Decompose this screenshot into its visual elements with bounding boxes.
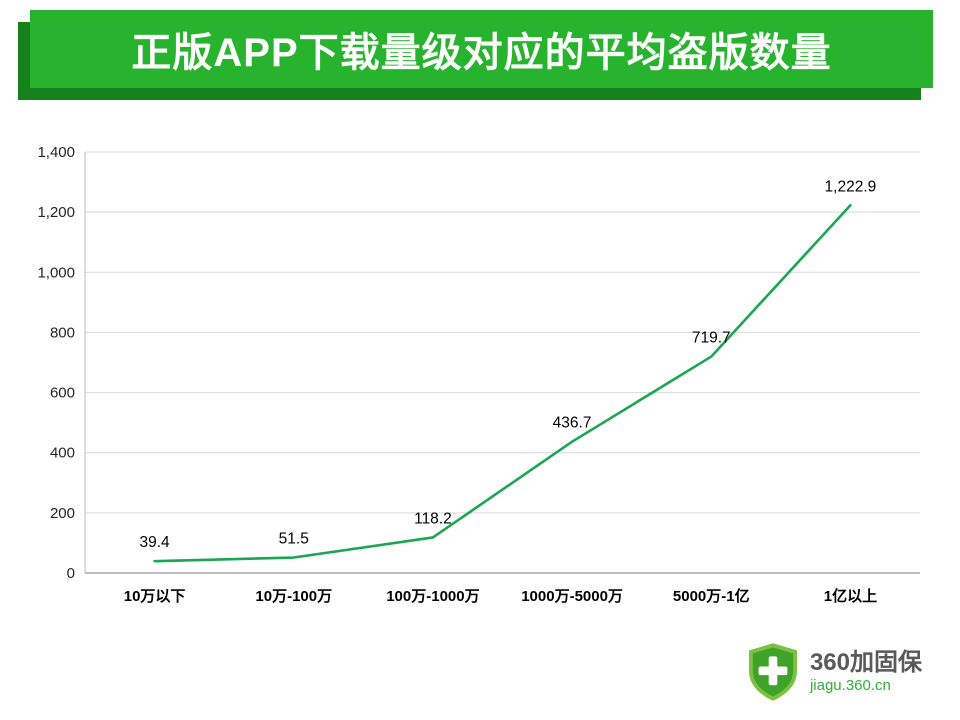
- x-category-label: 1亿以上: [824, 587, 877, 605]
- y-tick-label: 600: [50, 385, 75, 402]
- series-line: [153, 203, 852, 563]
- data-label: 39.4: [139, 534, 170, 551]
- data-label: 436.7: [553, 415, 592, 432]
- footer-logo: 360加固保 jiagu.360.cn: [746, 642, 922, 702]
- y-tick-label: 1,400: [37, 144, 75, 161]
- footer-text: 360加固保 jiagu.360.cn: [810, 649, 922, 695]
- page-title: 正版APP下载量级对应的平均盗版数量: [131, 31, 832, 75]
- x-category-label: 100万-1000万: [386, 588, 479, 605]
- x-category-label: 10万-100万: [255, 588, 332, 605]
- x-category-label: 1000万-5000万: [521, 588, 623, 605]
- data-label: 1,222.9: [825, 178, 877, 195]
- shield-plus-icon: [748, 643, 797, 701]
- brand-name: 360加固保: [809, 649, 922, 677]
- title-banner: 正版APP下载量级对应的平均盗版数量: [30, 10, 933, 88]
- y-tick-label: 200: [50, 505, 75, 522]
- y-tick-label: 0: [67, 565, 75, 582]
- data-label: 118.2: [414, 510, 452, 527]
- y-tick-label: 1,000: [37, 264, 75, 281]
- chart-canvas: 0 200 400 600 800 1,000 1,200 1,400 10万以下 10万-100…: [37, 144, 920, 605]
- y-tick-label: 1,200: [37, 204, 75, 221]
- y-tick-label: 800: [50, 324, 75, 341]
- data-label: 51.5: [279, 531, 309, 548]
- x-category-label: 10万以下: [124, 588, 186, 605]
- data-label: 719.7: [692, 330, 731, 347]
- x-category-label: 5000万-1亿: [673, 587, 750, 605]
- brand-url: jiagu.360.cn: [809, 676, 891, 694]
- y-tick-label: 400: [50, 445, 75, 462]
- line-chart: 0 200 400 600 800 1,000 1,200 1,400 10万以下 10万-100…: [0, 118, 960, 648]
